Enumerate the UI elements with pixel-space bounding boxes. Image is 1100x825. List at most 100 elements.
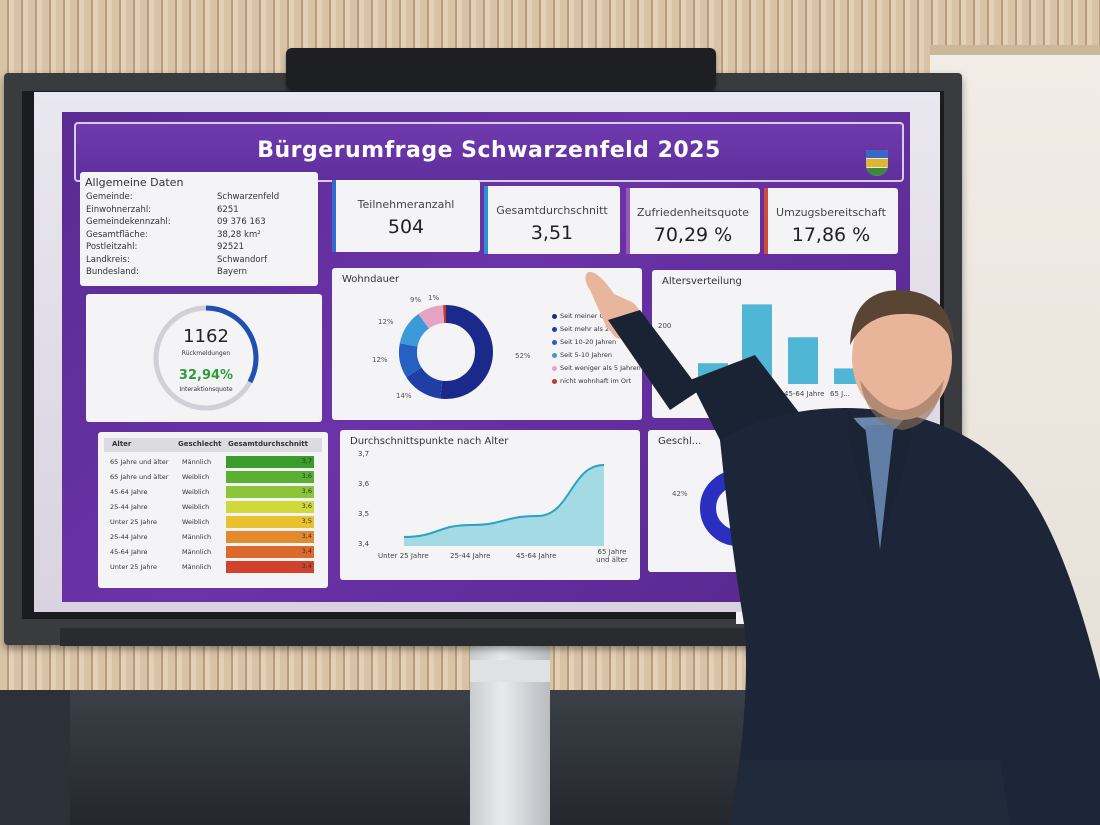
info-label: Gesamtfläche: (86, 229, 148, 240)
card-rueckmeldungen: 1162 Rückmeldungen 32,94% Interaktionsqu… (86, 294, 322, 422)
cell-bar: 3,6 (226, 501, 314, 513)
carpet-floor-left (0, 690, 70, 825)
info-value: Schwandorf (217, 254, 268, 265)
cell-geschlecht: Männlich (182, 548, 212, 556)
monitor-brand: WENDE INTERAKTIV (472, 606, 558, 614)
kpi-accent (484, 186, 488, 254)
cell-geschlecht: Weiblich (182, 473, 210, 481)
cell-wert: 3,4 (301, 562, 312, 570)
legend-dot (552, 378, 557, 384)
y-tick: 3,6 (358, 480, 370, 488)
gauge-value: 1162 (183, 326, 229, 347)
cell-alter: 25-44 Jahre (110, 533, 148, 541)
slice-label: 1% (428, 294, 440, 302)
dashboard-title: Bürgerumfrage Schwarzenfeld 2025 (257, 138, 721, 163)
person-shirt (865, 425, 894, 550)
cell-alter: 65 Jahre und älter (110, 473, 169, 481)
cell-wert: 3,5 (301, 517, 312, 525)
cell-bar: 3,4 (226, 546, 314, 558)
cell-wert: 3,4 (301, 532, 312, 540)
legend-item: Seit weniger als 5 Jahren (552, 364, 641, 372)
legend-label: Seit mehr als 20 Jahren (560, 325, 636, 333)
legend-item: Seit 10-20 Jahren (552, 338, 616, 346)
info-label: Einwohnerzahl: (86, 204, 152, 215)
kpi-value: 3,51 (530, 222, 574, 244)
x-tick: 45-64 Jahre (516, 552, 557, 560)
cell-alter: 45-64 Jahre (110, 548, 148, 556)
info-value: Bayern (217, 267, 248, 277)
cell-alter: 25-44 Jahre (110, 503, 148, 511)
legend-item: Seit meiner Ge... (552, 312, 615, 320)
legend-dot (552, 352, 557, 358)
cell-geschlecht: Männlich (182, 533, 212, 541)
legend-item: Seit 5-10 Jahren (552, 351, 612, 359)
info-label: Gemeinde: (86, 192, 133, 202)
donut-slice (399, 313, 430, 348)
info-value: 92521 (217, 242, 245, 252)
slice-label: 12% (378, 318, 394, 326)
legend-dot (552, 326, 557, 332)
kpi-accent (332, 180, 336, 252)
person-pointing (585, 271, 1100, 825)
legend-label: Seit meiner Ge... (560, 312, 615, 320)
cell-bar: 3,7 (226, 456, 314, 468)
kpi-accent (626, 188, 630, 254)
y-tick: 3,5 (358, 510, 370, 518)
x-tick: Unter 25 Jahre (378, 552, 429, 560)
card-title: Allgemeine Daten (85, 176, 184, 189)
y-tick: 3,4 (358, 540, 370, 548)
cell-bar: 3,4 (226, 561, 314, 573)
cell-wert: 3,6 (301, 472, 312, 480)
slice-label: 42% (672, 490, 688, 498)
kpi-value: 70,29 % (653, 224, 733, 246)
donut-slice (418, 305, 445, 329)
bar (788, 337, 818, 384)
area-fill (404, 465, 604, 546)
cell-wert: 3,6 (301, 502, 312, 510)
gauge-chart (153, 305, 259, 411)
y-tick: 200 (658, 322, 672, 330)
cell-geschlecht: Männlich (182, 563, 212, 571)
cell-wert: 3,6 (301, 487, 312, 495)
cell-bar: 3,5 (226, 516, 314, 528)
person-jeans (730, 760, 1010, 825)
person-hair (850, 290, 954, 345)
gauge-percent-label: Interaktionsquote (179, 386, 233, 393)
legend-item: nicht wohnhaft im Ort (552, 377, 631, 385)
card-title: Geschl... (658, 436, 702, 447)
kpi-label: Umzugsbereitschaft (776, 206, 886, 219)
x-tick: 65 Jahre und älter (596, 548, 628, 564)
person-beard (860, 380, 944, 430)
cell-bar: 3,6 (226, 486, 314, 498)
cell-bar: 3,6 (226, 471, 314, 483)
kpi-card: Teilnehmeranzahl 504 (332, 180, 480, 252)
cell-geschlecht: Weiblich (182, 488, 210, 496)
kpi-label: Teilnehmeranzahl (357, 198, 455, 211)
municipal-crest-icon (866, 150, 888, 176)
kpi-card: Zufriedenheitsquote 70,29 % (626, 188, 760, 254)
person-forearm (608, 310, 700, 410)
info-label: Landkreis: (86, 254, 130, 265)
donut-slice (440, 305, 493, 399)
card-title: Durchschnittspunkte nach Alter (350, 436, 509, 447)
wohndauer-donut (399, 305, 493, 399)
kpi-card: Gesamtdurchschnitt 3,51 (484, 186, 620, 254)
header-geschlecht: Geschlecht (178, 440, 222, 448)
durchschnitt-area-chart (403, 464, 605, 546)
x-tick: 25-44 Jahre (450, 552, 491, 560)
kpi-card: Umzugsbereitschaft 17,86 % (764, 188, 898, 254)
cell-geschlecht: Weiblich (182, 503, 210, 511)
legend-dot (552, 365, 557, 371)
info-value: 38,28 km² (217, 229, 261, 240)
cell-bar: 3,4 (226, 531, 314, 543)
title-bar: Bürgerumfrage Schwarzenfeld 2025 (74, 122, 904, 182)
card-wohndauer: Wohndauer Seit meiner Ge... Seit mehr als… (332, 268, 642, 420)
legend-dot (552, 313, 557, 319)
legend-label: Seit 5-10 Jahren (560, 351, 613, 359)
gauge-percent: 32,94% (178, 368, 234, 383)
x-tick: 45-64 Jahre (784, 390, 825, 398)
header-gesamtdurchschnitt: Gesamtdurchschnitt (228, 440, 308, 448)
person-jacket (720, 408, 1100, 825)
y-tick: 3,7 (358, 450, 370, 458)
area-line (403, 464, 605, 538)
